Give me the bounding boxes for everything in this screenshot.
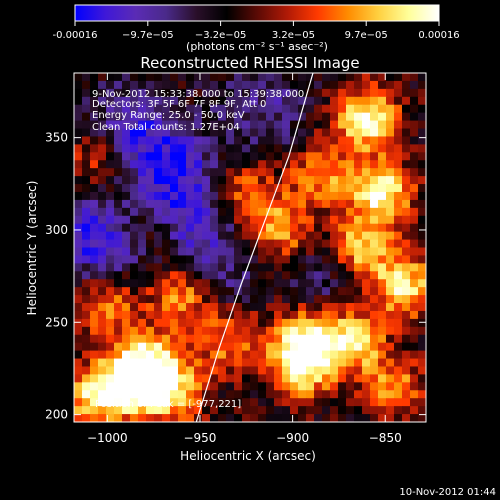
colorbar-tick-labels: -0.00016 −9.7e−05 −3.2e−05 3.2e−05 9.7e−05 0.… [53, 30, 460, 41]
info-overlay: 9-Nov-2012 15:33:38.000 to 15:39:38.000 … [92, 89, 304, 410]
chart-title: Reconstructed RHESSI Image [140, 54, 359, 72]
solar-limb-line [195, 73, 314, 422]
y-tick-label: 300 [45, 223, 68, 237]
x-tick-label: −900 [276, 431, 309, 445]
info-detectors: Detectors: 3F 5F 6F 7F 8F 9F, Att 0 [92, 99, 266, 110]
colorbar-tick-label: 9.7e−05 [345, 30, 388, 41]
colorbar-unit-label: (photons cm⁻² s⁻¹ asec⁻²) [186, 40, 328, 53]
colorbar: -0.00016 −9.7e−05 −3.2e−05 3.2e−05 9.7e−05 0.… [53, 4, 460, 53]
colorbar-tick-label: 0.00016 [418, 30, 459, 41]
y-axis-label: Heliocentric Y (arcsec) [25, 181, 39, 316]
colorbar-tick-label: -0.00016 [53, 30, 98, 41]
x-axis-label: Heliocentric X (arcsec) [180, 449, 316, 463]
info-method: Clean Total counts: 1.27E+04 [92, 122, 240, 133]
y-tick-label: 250 [45, 315, 68, 329]
y-tick-label: 350 [45, 131, 68, 145]
y-axis-ticks: 200 250 300 350 [45, 131, 426, 422]
x-tick-label: −850 [369, 431, 402, 445]
plot-frame [73, 72, 427, 423]
x-tick-label: −1000 [87, 431, 128, 445]
colorbar-tick-label: −9.7e−05 [122, 30, 174, 41]
heatmap [74, 73, 426, 422]
colorbar-ticks [74, 21, 440, 26]
colorbar-gradient [74, 4, 440, 22]
colorbar-tick-label: 3.2e−05 [272, 30, 315, 41]
info-time-range: 9-Nov-2012 15:33:38.000 to 15:39:38.000 [92, 89, 304, 100]
peak-position: Position of Peak = [-977,221] [95, 399, 241, 410]
x-axis-ticks: −1000 −950 −900 −850 [87, 73, 402, 445]
y-tick-label: 200 [45, 408, 68, 422]
colorbar-tick-label: −3.2e−05 [195, 30, 247, 41]
x-tick-label: −950 [183, 431, 216, 445]
footer-timestamp: 10-Nov-2012 01:44 [399, 487, 496, 498]
info-energy: Energy Range: 25.0 - 50.0 keV [92, 110, 245, 121]
